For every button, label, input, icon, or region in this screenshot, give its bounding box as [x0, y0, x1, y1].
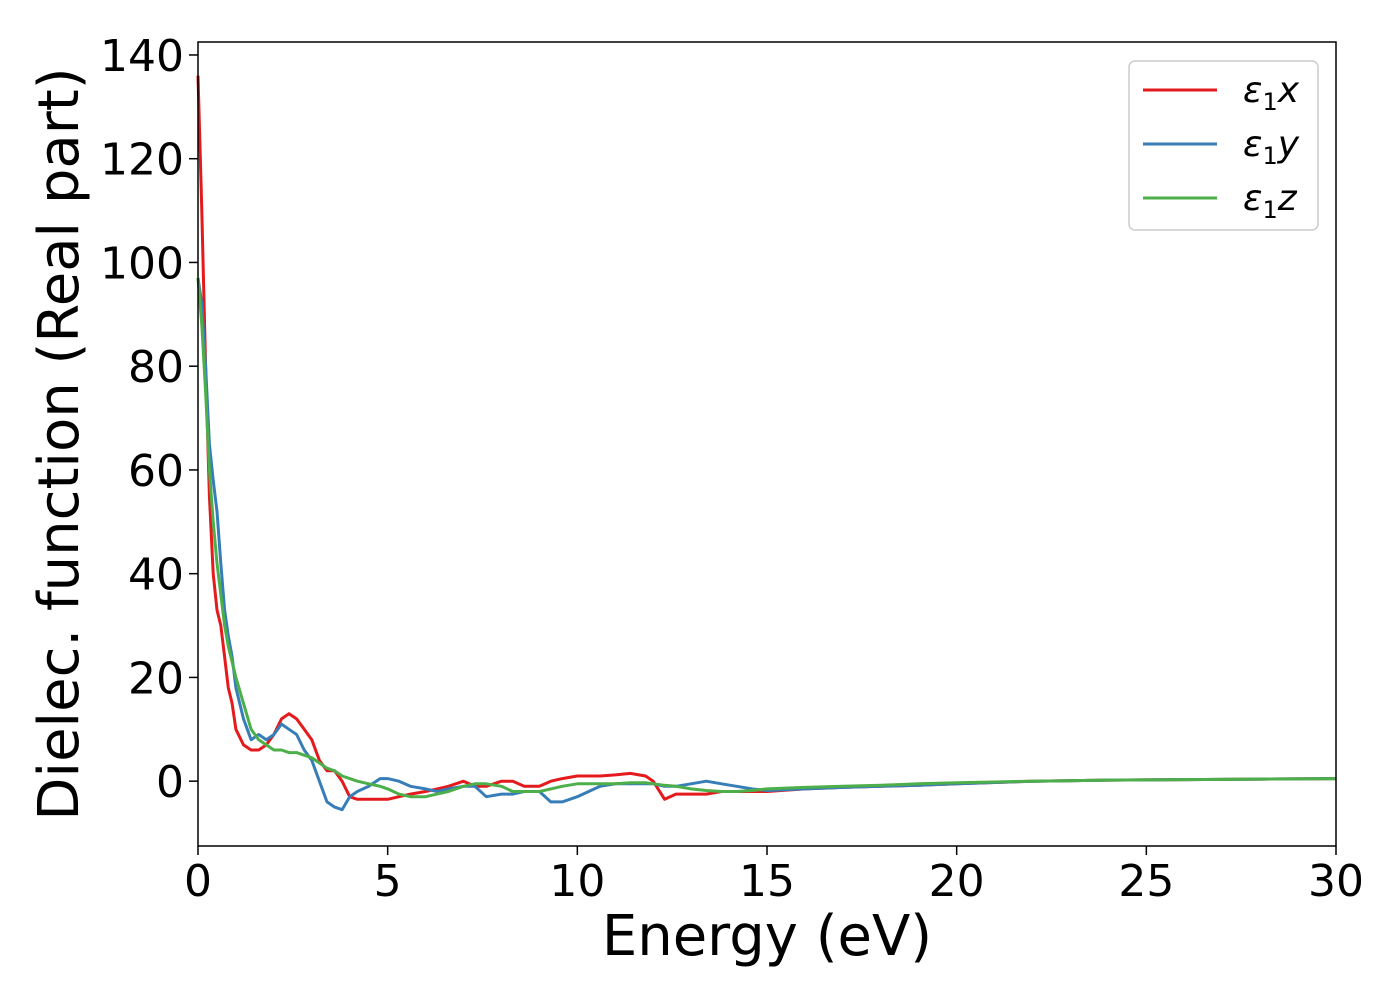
y-tick-label: 0 [156, 757, 184, 808]
x-tick-label: 20 [929, 856, 985, 907]
legend-label-y: ε1y [1243, 124, 1300, 170]
y-tick-label: 80 [128, 342, 184, 393]
legend: ε1x ε1y ε1z [1128, 60, 1319, 231]
x-tick-label: 25 [1118, 856, 1174, 907]
x-tick-label: 0 [184, 856, 212, 907]
x-tick-label: 10 [549, 856, 605, 907]
series-line-z [196, 277, 1337, 799]
series-layer [196, 75, 1337, 812]
y-tick-label: 120 [100, 135, 184, 186]
y-tick-label: 140 [100, 31, 184, 82]
x-axis-title: Energy (eV) [602, 904, 932, 969]
y-tick-label: 20 [128, 653, 184, 704]
y-axis-title: Dielec. function (Real part) [27, 67, 92, 820]
x-tick-label: 15 [739, 856, 795, 907]
x-tick-label: 30 [1308, 856, 1364, 907]
x-axis: 0 5 10 15 20 25 30 [184, 846, 1364, 907]
x-tick-label: 5 [374, 856, 402, 907]
y-tick-label: 40 [128, 550, 184, 601]
series-line-y [196, 277, 1337, 812]
legend-box [1128, 60, 1319, 231]
legend-label-z: ε1z [1243, 178, 1298, 224]
y-tick-label: 60 [128, 446, 184, 497]
legend-label-x: ε1x [1243, 70, 1300, 116]
y-tick-label: 100 [100, 238, 184, 289]
y-axis: 0 20 40 60 80 100 120 140 [100, 31, 198, 808]
